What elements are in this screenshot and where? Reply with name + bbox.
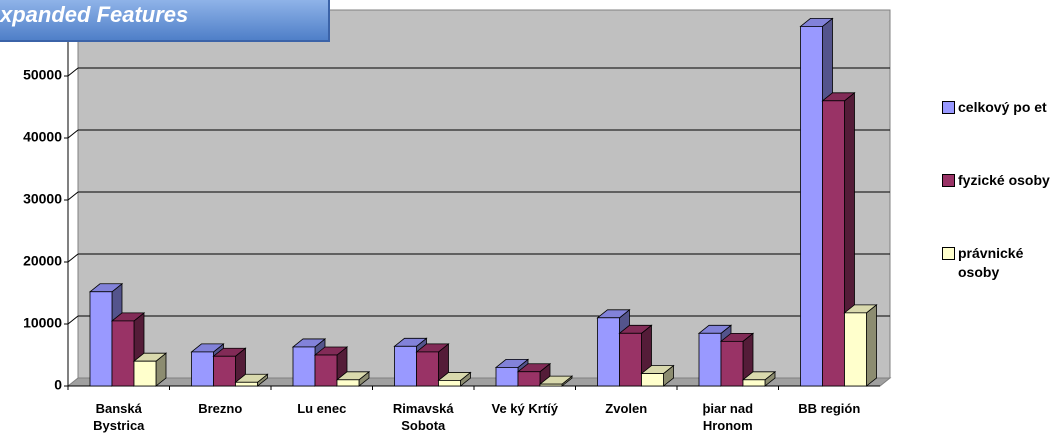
bar-front [742, 379, 766, 387]
bar-front [539, 383, 563, 387]
bar-front [619, 332, 642, 387]
y-tick-label: 10000 [23, 315, 62, 331]
legend-label: fyzické osoby [958, 172, 1050, 188]
chart-title: xpanded Features [0, 2, 189, 27]
bar-front [800, 25, 823, 387]
bar-front [292, 346, 316, 387]
legend-swatch [942, 174, 955, 187]
bar-front [133, 360, 157, 387]
bar-front [336, 379, 360, 387]
legend-swatch [942, 101, 955, 114]
x-tick-label: Zvolen [605, 401, 648, 416]
bar [719, 332, 755, 387]
x-tick-label: Banská Bystrica [93, 401, 145, 433]
grid-line-side [67, 253, 79, 263]
x-tick-label: BB región [798, 401, 861, 416]
bar [640, 364, 675, 387]
bar [437, 371, 472, 387]
x-tick-label: Lu enec [297, 401, 347, 416]
bar [843, 304, 878, 387]
bar-front [720, 340, 744, 387]
x-tick-label: Ve ký Krtíý [491, 401, 559, 416]
y-tick-label: 30000 [23, 191, 62, 207]
bar-front [822, 100, 845, 387]
bar [538, 375, 574, 387]
y-tick-label: 0 [54, 377, 62, 393]
bar-front [597, 317, 620, 387]
bar [741, 370, 777, 387]
bar [313, 346, 349, 387]
y-tick-label: 20000 [23, 253, 62, 269]
x-tick-label: þiar nad Hronom [702, 401, 754, 433]
bar [618, 324, 653, 387]
grid-line-side [67, 67, 79, 77]
bar-front [89, 291, 113, 387]
bar-front [394, 345, 417, 387]
bar-front [191, 351, 214, 387]
bar [821, 91, 856, 387]
bar-front [314, 354, 338, 387]
bar-side [866, 304, 877, 387]
grid-line-side [67, 315, 79, 325]
bar-front [844, 312, 867, 387]
bar [335, 370, 371, 387]
banner: xpanded Features [0, 0, 330, 42]
bar-front [235, 381, 258, 387]
grid-line-side [67, 191, 79, 201]
legend-swatch [942, 247, 955, 260]
bar-front [698, 332, 722, 387]
bar-front [111, 320, 135, 387]
legend-label: právnické osoby [958, 245, 1024, 280]
bar-front [416, 351, 439, 387]
y-tick-label: 50000 [23, 67, 62, 83]
bar [234, 373, 269, 387]
y-tick-label: 40000 [23, 129, 62, 145]
bar-front [213, 355, 236, 387]
bar [516, 362, 552, 387]
grid-line-side [67, 129, 79, 139]
bar-front [517, 371, 541, 387]
back-wall [77, 9, 891, 379]
x-tick-label: Rimavská Sobota [392, 401, 454, 433]
legend-label: celkový po et [958, 99, 1047, 115]
x-tick-label: Brezno [198, 401, 243, 416]
bar-front [495, 366, 519, 387]
bar-front [641, 373, 664, 387]
bar [132, 352, 168, 387]
bar-front [438, 380, 461, 387]
